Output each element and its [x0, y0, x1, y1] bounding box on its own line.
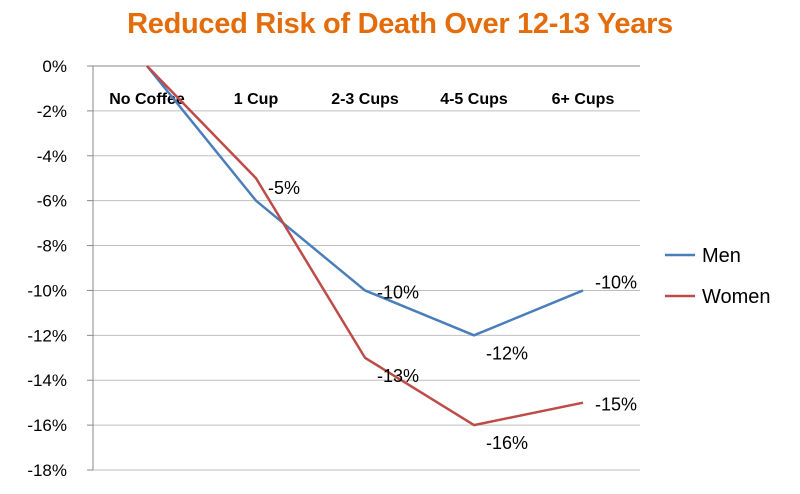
x-category-labels: No Coffee 1 Cup 2-3 Cups 4-5 Cups 6+ Cups [109, 91, 614, 108]
series-lines [146, 65, 584, 427]
chart-title: Reduced Risk of Death Over 12-13 Years [127, 8, 673, 40]
x-category-label: 2-3 Cups [331, 91, 399, 108]
legend: Men Women [665, 245, 771, 308]
data-label-women: -13% [377, 366, 419, 386]
gridlines [87, 65, 640, 471]
x-category-label: No Coffee [109, 91, 185, 108]
y-axis-ticks: 0% -2% -4% -6% -8% -10% -12% -14% -16% -18% [27, 57, 67, 480]
data-labels: -10% -12% -10% -5% -13% -16% -15% [268, 178, 637, 453]
data-label-men: -10% [377, 282, 419, 302]
data-label-men: -12% [486, 343, 528, 363]
y-tick-label: -16% [27, 416, 67, 435]
legend-label-men: Men [702, 245, 741, 267]
data-label-men: -10% [595, 272, 637, 292]
y-tick-label: -8% [37, 237, 67, 256]
y-tick-label: -14% [27, 371, 67, 390]
data-label-women: -16% [486, 433, 528, 453]
data-label-women: -5% [268, 178, 300, 198]
y-tick-label: -10% [27, 281, 67, 300]
axes [92, 65, 640, 470]
y-tick-label: -6% [37, 192, 67, 211]
y-tick-label: -18% [27, 461, 67, 480]
y-tick-label: -2% [37, 102, 67, 121]
y-tick-label: -4% [37, 147, 67, 166]
series-line-women [146, 65, 584, 427]
x-category-label: 6+ Cups [552, 91, 615, 108]
legend-label-women: Women [702, 286, 771, 308]
x-category-label: 4-5 Cups [440, 91, 508, 108]
y-tick-label: -12% [27, 326, 67, 345]
x-category-label: 1 Cup [234, 91, 279, 108]
data-label-women: -15% [595, 395, 637, 415]
y-tick-label: 0% [42, 57, 67, 76]
series-line-men [146, 65, 584, 337]
